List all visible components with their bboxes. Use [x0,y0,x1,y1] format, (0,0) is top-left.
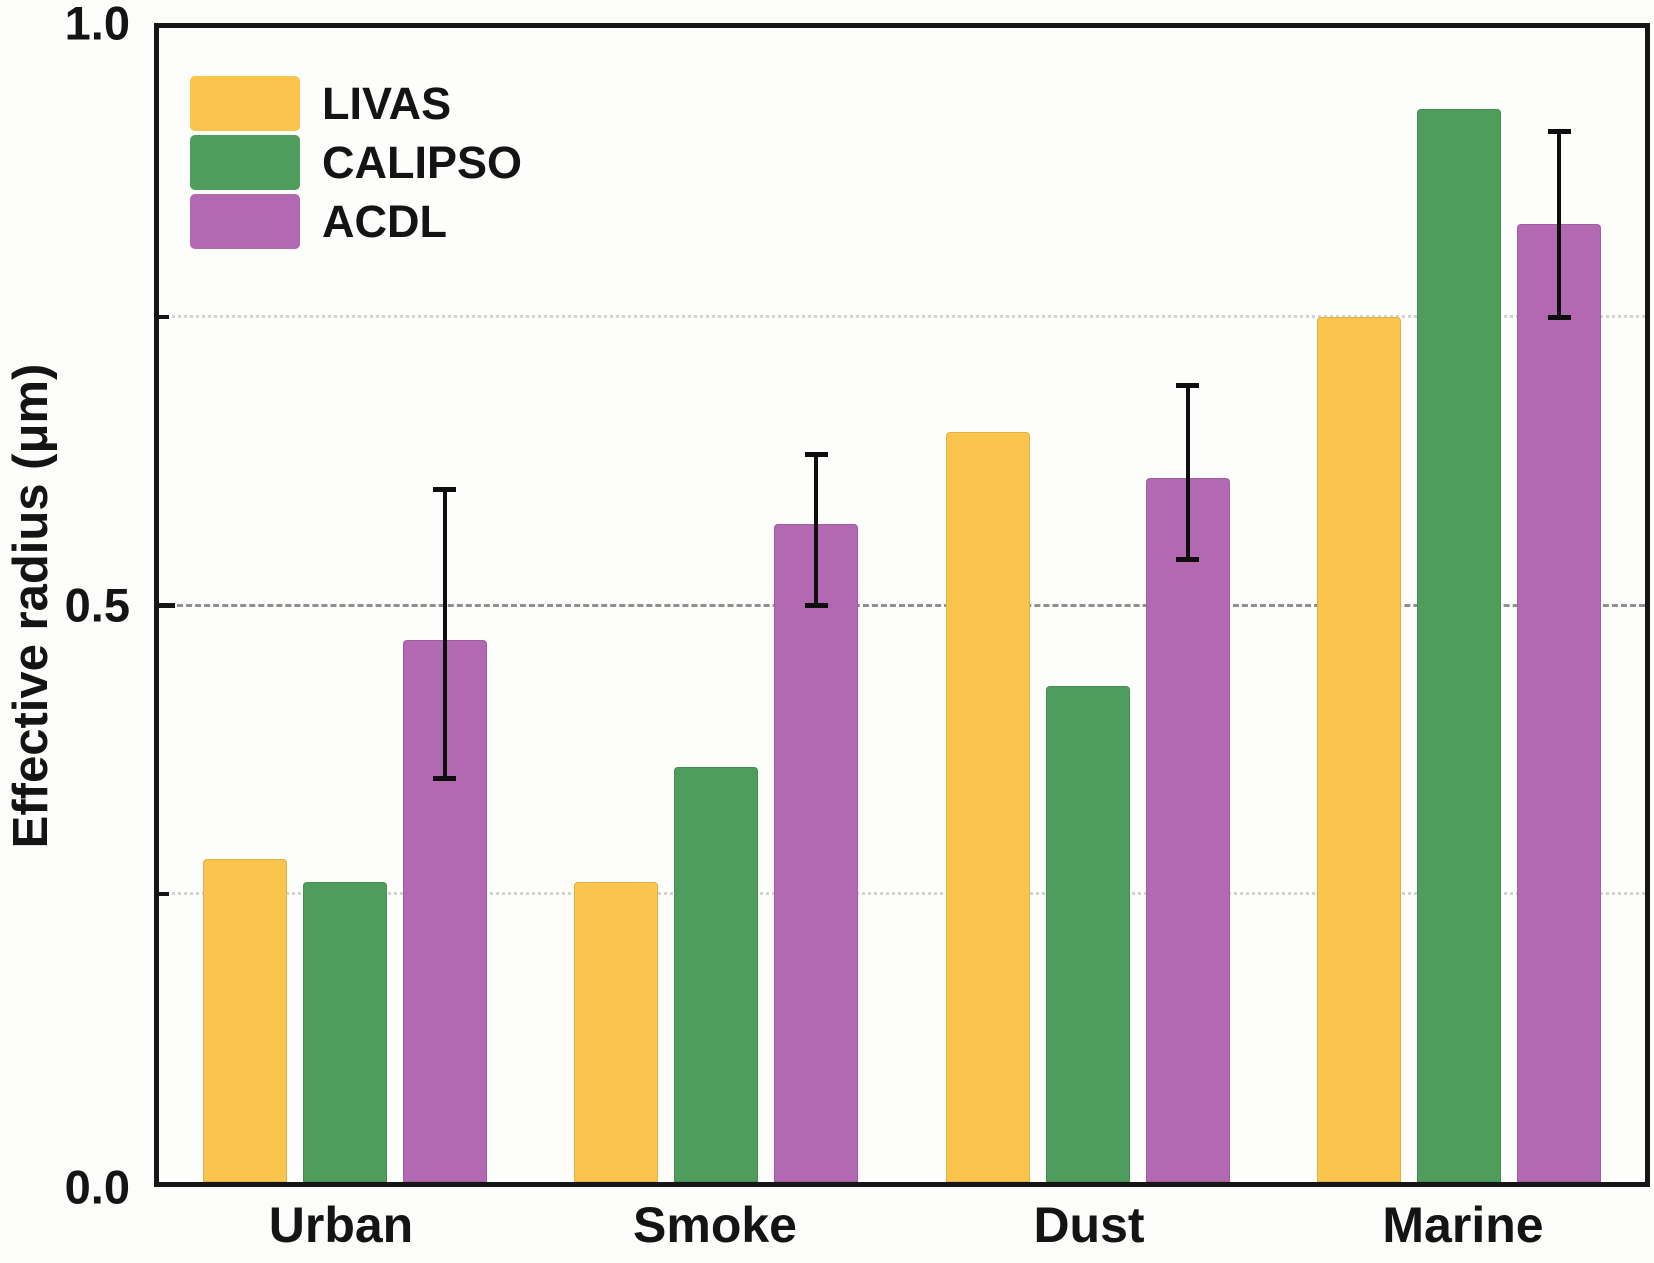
x-label-marine: Marine [1382,1197,1544,1253]
plot-canvas [159,28,1645,1182]
bar-acdl-dust [1145,478,1230,1182]
y-tick-label-0.0: 0.0 [64,1160,130,1214]
bar-calipso-dust [1045,685,1130,1182]
bar-livas-smoke [574,881,659,1182]
gridline-0.25 [159,892,1645,895]
error-bar-marine [1557,131,1562,317]
y-tick-labels: 1.0 0.5 0.0 [30,0,130,1214]
bar-livas-dust [945,431,1030,1182]
x-label-urban: Urban [268,1197,414,1253]
error-bar-urban [442,489,447,779]
bar-calipso-marine [1417,108,1502,1182]
legend-label-calipso: CALIPSO [322,137,523,188]
bar-calipso-urban [302,881,387,1182]
error-bar-dust [1185,385,1190,559]
gridline-0.75 [159,315,1645,318]
error-cap-low-dust [1176,556,1200,562]
plot-area [154,23,1650,1187]
y-tick-label-0.5: 0.5 [64,578,130,632]
error-cap-high-urban [433,486,457,492]
y-axis-tick-0.5 [159,602,175,608]
gridline-0.5 [159,603,1645,607]
bar-calipso-smoke [674,766,759,1182]
y-axis-tick-0.75 [159,314,169,319]
error-cap-high-marine [1547,128,1571,134]
error-cap-low-marine [1547,314,1571,320]
error-cap-low-smoke [804,603,828,608]
legend-label-acdl: ACDL [322,196,447,247]
error-bar-smoke [814,454,819,605]
bar-livas-marine [1317,316,1402,1182]
legend-row-livas: LIVAS [190,76,522,131]
x-label-smoke: Smoke [633,1197,797,1253]
x-label-dust: Dust [1033,1197,1145,1253]
y-tick-label-1.0: 1.0 [64,0,130,50]
legend-swatch-livas [190,76,300,131]
error-cap-low-urban [433,776,457,782]
error-cap-high-smoke [804,451,828,457]
bar-acdl-smoke [774,524,859,1182]
legend: LIVAS CALIPSO ACDL [190,76,522,253]
error-cap-high-dust [1176,382,1200,388]
bar-livas-urban [202,858,287,1182]
legend-swatch-calipso [190,135,300,190]
legend-row-calipso: CALIPSO [190,135,522,190]
bar-acdl-marine [1517,224,1602,1182]
x-category-labels: Urban Smoke Dust Marine [154,1196,1650,1254]
legend-row-acdl: ACDL [190,194,522,249]
legend-label-livas: LIVAS [322,78,452,129]
legend-swatch-acdl [190,194,300,249]
y-axis-tick-0.25 [159,891,169,896]
